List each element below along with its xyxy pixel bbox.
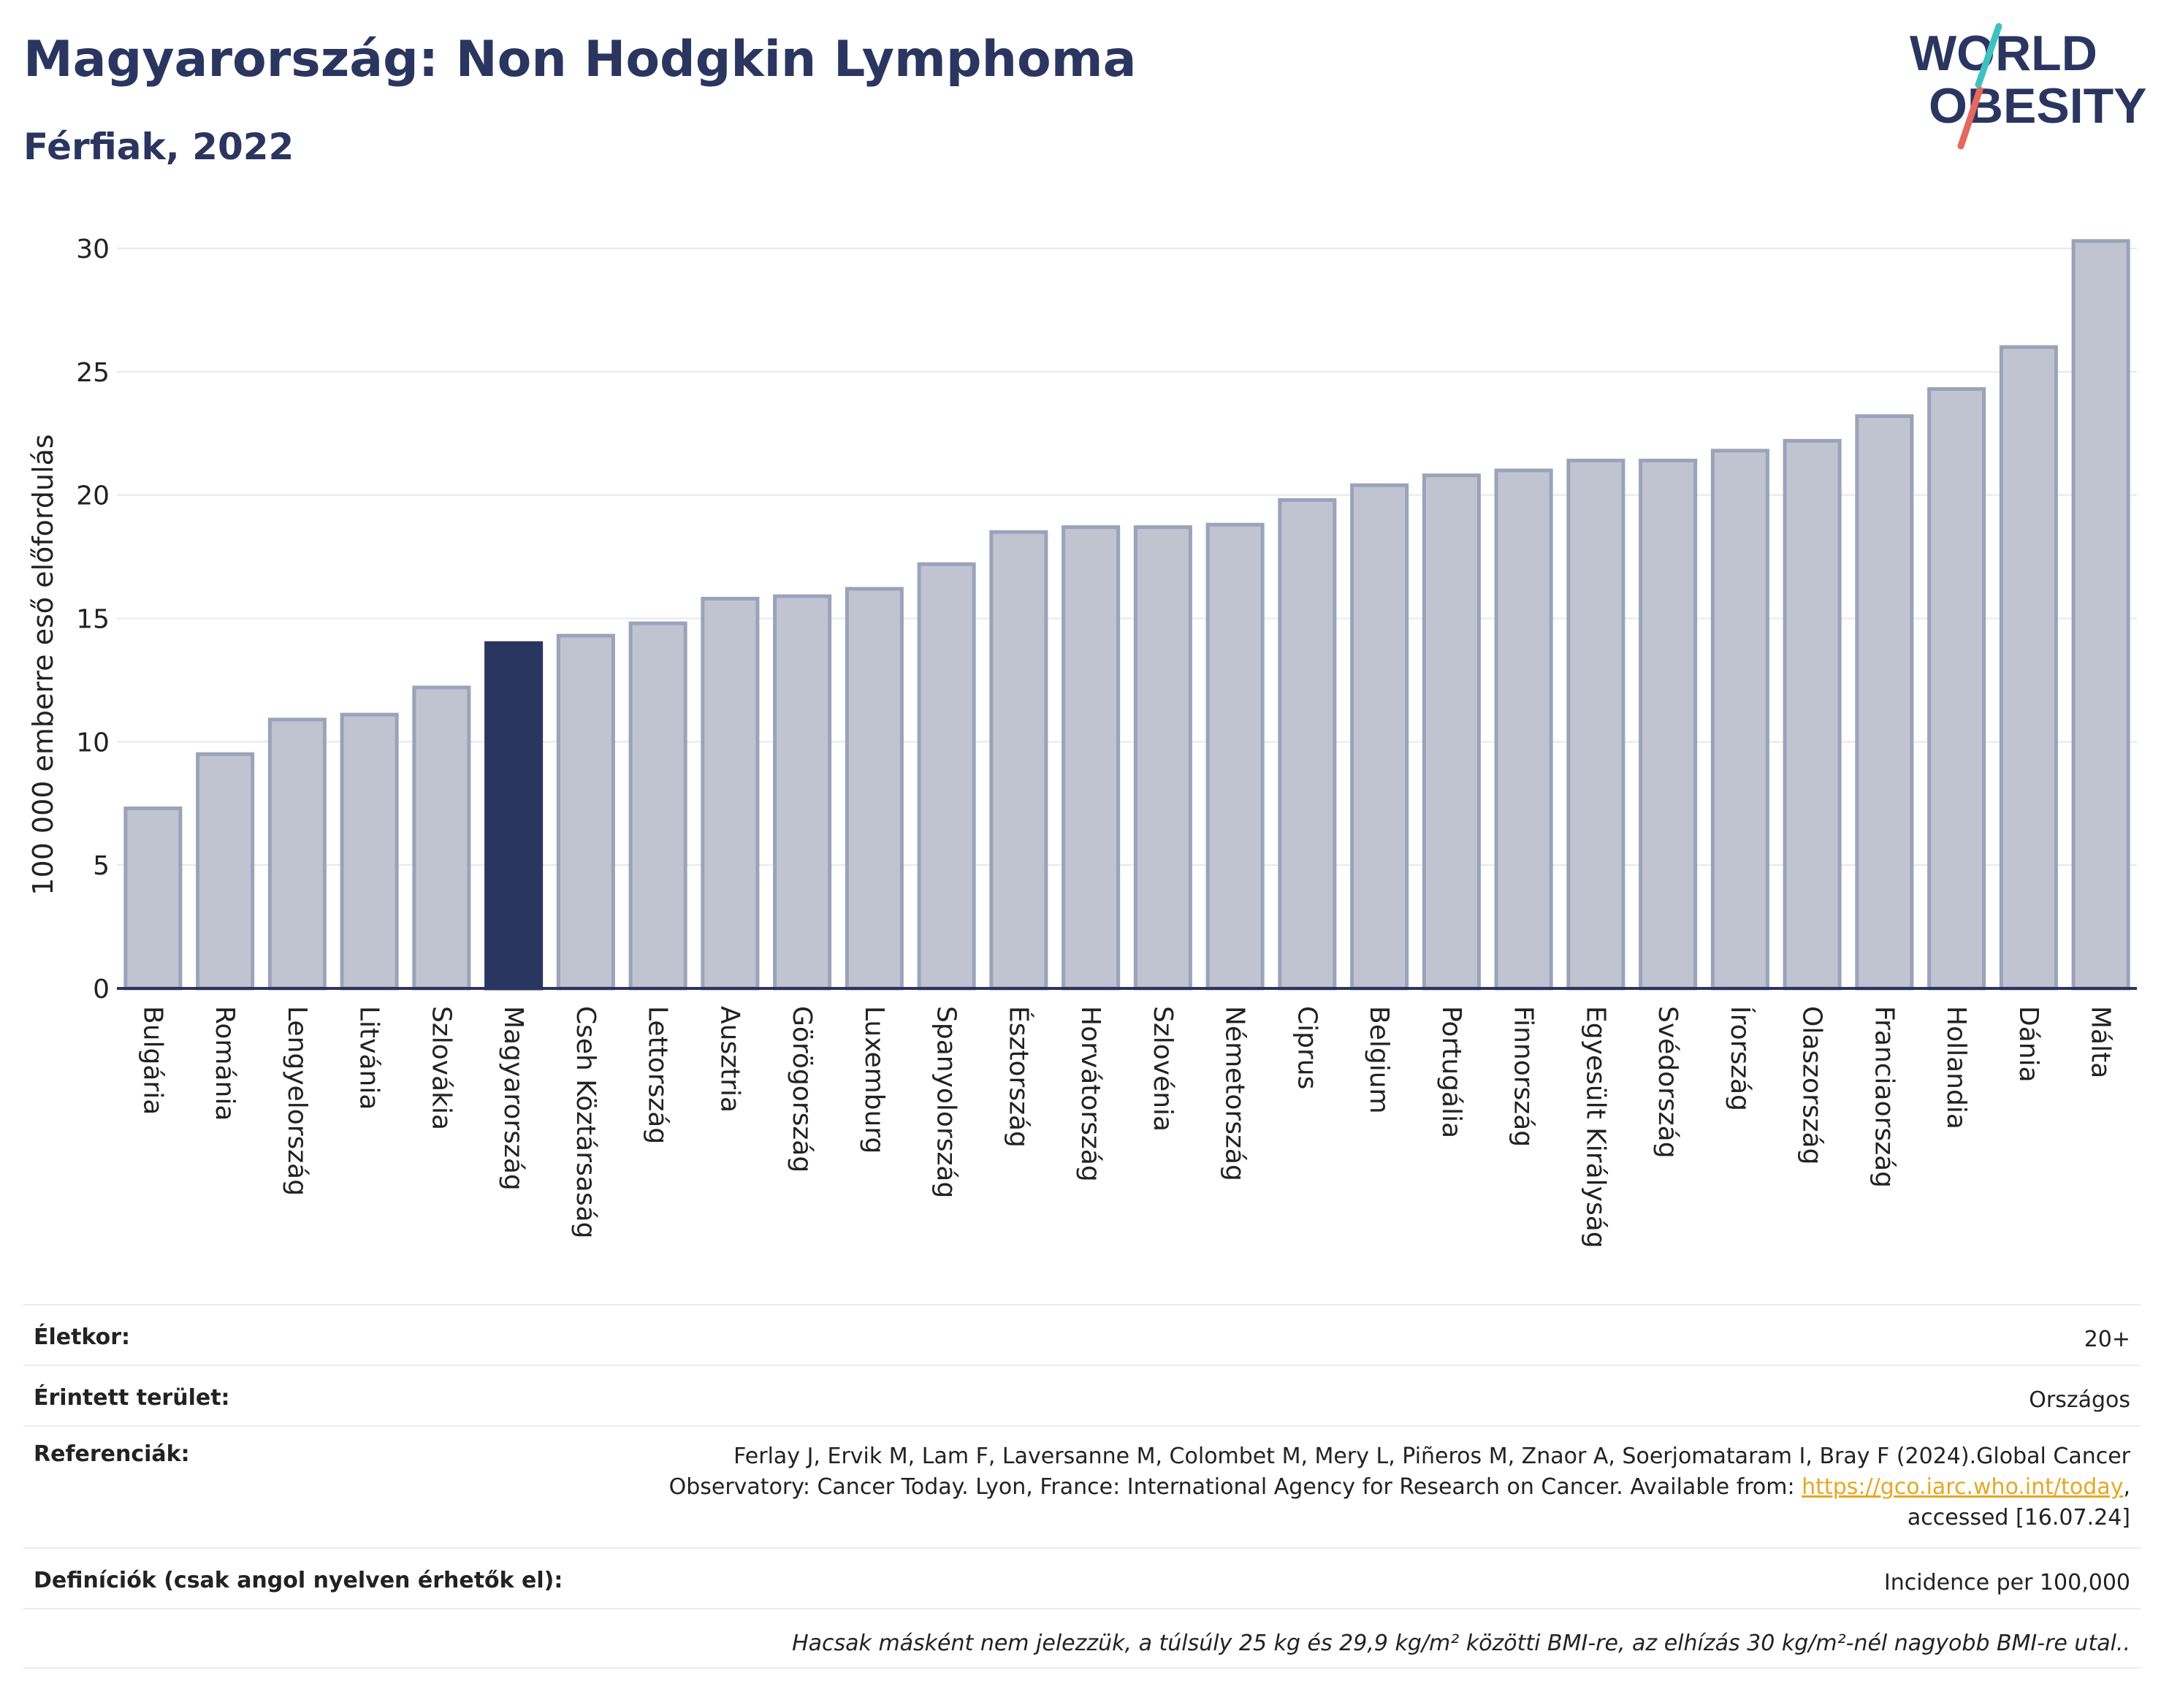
x-tick-label: Lettország: [643, 1006, 673, 1144]
x-tick-label: Luxemburg: [859, 1006, 889, 1154]
info-row-references: Referenciák: Ferlay J, Ervik M, Lam F, L…: [23, 1425, 2141, 1547]
bar-svédország: [1639, 458, 1698, 991]
x-tick-label: Írország: [1725, 1006, 1756, 1111]
x-tick-label: Litvánia: [354, 1006, 384, 1110]
bar-finnország: [1494, 468, 1553, 991]
bar-egyesült-királyság: [1566, 458, 1625, 991]
info-row-definitions: Definíciók (csak angol nyelven érhetők e…: [23, 1547, 2141, 1608]
x-tick-label: Lengyelország: [282, 1006, 312, 1196]
x-tick-label: Észtország: [1003, 1006, 1034, 1148]
info-row-age: Életkor: 20+: [23, 1304, 2141, 1365]
page-subtitle: Férfiak, 2022: [23, 126, 294, 168]
bar-spanyolország: [917, 562, 976, 991]
bar-franciaország: [1855, 414, 1914, 991]
x-tick-label: Egyesült Királyság: [1580, 1006, 1610, 1248]
info-row-note: Hacsak másként nem jelezzük, a túlsúly 2…: [23, 1608, 2141, 1669]
references-label: Referenciák:: [34, 1441, 190, 1467]
bar-litvánia: [340, 712, 399, 991]
x-tick-label: Románia: [210, 1006, 240, 1121]
y-axis-label: 100 000 emberre eső előfordulás: [27, 434, 59, 895]
age-label: Életkor:: [34, 1324, 131, 1350]
y-tick-label: 5: [93, 851, 110, 881]
bar-horvátország: [1062, 525, 1121, 991]
age-value: 20+: [2084, 1327, 2130, 1352]
bar-chart: 0 5 10 15 20 25 30 Bulgária Románia Lengyelorszá…: [27, 235, 2137, 1248]
bar-dánia: [1999, 345, 2058, 991]
x-tick-label: Dánia: [2013, 1006, 2043, 1083]
y-tick-label: 25: [76, 358, 110, 388]
x-tick-label: Görögország: [787, 1006, 817, 1173]
bar-cseh-köztársaság: [556, 633, 615, 991]
bar-románia: [196, 752, 255, 991]
reference-line-2: Observatory: Cancer Today. Lyon, France:…: [668, 1474, 1802, 1500]
y-tick-label: 20: [76, 481, 110, 511]
x-tick-label: Cseh Köztársaság: [571, 1006, 601, 1239]
world-obesity-logo: WORLD OBESITY: [1910, 23, 2147, 150]
logo-slash-teal: [1975, 23, 2002, 88]
x-tick-label: Málta: [2086, 1006, 2116, 1078]
x-tick-label: Finnország: [1509, 1006, 1539, 1147]
y-axis-ticks: 0 5 10 15 20 25 30: [76, 235, 110, 1004]
x-tick-label: Svédország: [1653, 1006, 1682, 1159]
x-tick-label: Szlovénia: [1148, 1006, 1178, 1132]
reference-line-1: Ferlay J, Ervik M, Lam F, Laversanne M, …: [733, 1444, 2130, 1469]
x-tick-label: Portugália: [1436, 1006, 1466, 1138]
x-tick-label: Franciaország: [1869, 1006, 1899, 1188]
y-tick-label: 30: [76, 235, 110, 264]
definitions-label: Definíciók (csak angol nyelven érhetők e…: [34, 1568, 563, 1593]
bar-bulgária: [123, 807, 183, 991]
page-title: Magyarország: Non Hodgkin Lymphoma: [23, 31, 1137, 88]
reference-line-3: accessed [16.07.24]: [1907, 1505, 2130, 1530]
area-label: Érintett terület:: [34, 1385, 230, 1411]
bar-szlovénia: [1133, 525, 1192, 991]
chart-bars: [123, 239, 2130, 991]
bar-ciprus: [1278, 497, 1337, 991]
y-tick-label: 10: [76, 728, 110, 758]
x-tick-label: Bulgária: [137, 1006, 167, 1115]
bar-portugália: [1422, 473, 1481, 991]
reference-line-2-end: ,: [2123, 1474, 2130, 1500]
reference-link[interactable]: https://gco.iarc.who.int/today: [1802, 1474, 2124, 1500]
bar-málta: [2071, 239, 2130, 991]
bar-hollandia: [1927, 386, 1986, 991]
bar-görögország: [773, 594, 832, 991]
x-tick-label: Belgium: [1364, 1006, 1394, 1114]
x-axis-ticks: Bulgária Románia Lengyelország Litvánia Szlo…: [137, 1006, 2115, 1248]
x-tick-label: Ciprus: [1292, 1006, 1322, 1089]
bar-németország: [1205, 522, 1265, 991]
info-table: Életkor: 20+ Érintett terület: Országos …: [23, 1304, 2141, 1669]
bar-szlovákia: [412, 685, 471, 991]
x-tick-label: Ausztria: [714, 1006, 744, 1113]
bar-belgium: [1350, 483, 1409, 991]
bar-lettország: [628, 621, 687, 991]
bar-magyarország: [484, 641, 544, 991]
bar-ausztria: [701, 596, 760, 991]
y-tick-label: 0: [93, 975, 110, 1004]
x-tick-label: Horvátország: [1075, 1006, 1105, 1182]
bar-lengyelország: [267, 717, 327, 991]
logo-slash-red: [1957, 86, 1983, 150]
x-tick-label: Olaszország: [1797, 1006, 1827, 1164]
x-tick-label: Németország: [1220, 1006, 1250, 1181]
y-tick-label: 15: [76, 605, 110, 635]
logo-text-world: WORLD: [1910, 26, 2097, 81]
bmi-note: Hacsak másként nem jelezzük, a túlsúly 2…: [792, 1631, 2130, 1656]
x-tick-label: Hollandia: [1941, 1006, 1971, 1129]
bar-írország: [1710, 449, 1769, 991]
bar-luxemburg: [845, 587, 904, 991]
x-tick-label: Magyarország: [498, 1006, 528, 1191]
references-value: Ferlay J, Ervik M, Lam F, Laversanne M, …: [669, 1441, 2130, 1547]
bar-olaszország: [1783, 438, 1842, 991]
definitions-value: Incidence per 100,000: [1883, 1570, 2130, 1595]
bar-észtország: [989, 530, 1048, 991]
area-value: Országos: [2029, 1387, 2130, 1413]
info-row-area: Érintett terület: Országos: [23, 1365, 2141, 1425]
x-tick-label: Szlovákia: [426, 1006, 456, 1130]
x-tick-label: Spanyolország: [931, 1006, 961, 1198]
